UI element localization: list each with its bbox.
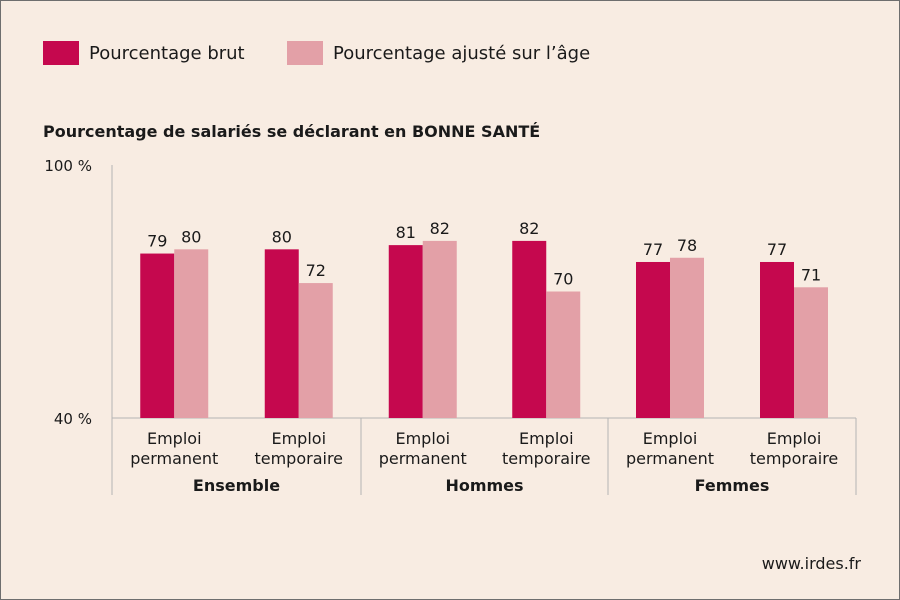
data-label: 77 [767, 240, 787, 259]
category-label: permanent [626, 449, 714, 468]
category-label: Emploi [395, 429, 450, 448]
bar-raw [760, 261, 794, 418]
legend-swatch-raw [43, 41, 79, 65]
category-label: Emploi [643, 429, 698, 448]
bar-raw [388, 245, 423, 418]
category-label: temporaire [750, 449, 839, 468]
category-label: Emploi [271, 429, 326, 448]
bar-raw [512, 240, 547, 418]
bar-adjusted [794, 287, 828, 418]
bar-adjusted [174, 249, 209, 418]
category-label: temporaire [254, 449, 343, 468]
y-tick-label: 40 % [54, 410, 92, 428]
legend-item-adjusted: Pourcentage ajusté sur l’âge [287, 41, 590, 65]
data-label: 81 [396, 223, 416, 242]
category-label: Emploi [767, 429, 822, 448]
data-label: 82 [519, 219, 539, 238]
category-label: temporaire [502, 449, 591, 468]
bar-raw [636, 261, 670, 418]
source-credit: www.irdes.fr [761, 554, 861, 573]
category-label: Emploi [147, 429, 202, 448]
bar-raw [140, 253, 175, 418]
group-label: Hommes [445, 476, 523, 495]
data-label: 70 [553, 270, 573, 289]
chart-title: Pourcentage de salariés se déclarant en … [43, 122, 541, 141]
data-label: 79 [147, 232, 167, 251]
category-label: permanent [379, 449, 467, 468]
bar-adjusted [422, 240, 457, 418]
bar-adjusted [298, 283, 333, 418]
bar-adjusted [546, 291, 581, 418]
data-label: 80 [272, 227, 292, 246]
bar-raw [264, 249, 299, 418]
data-label: 72 [306, 261, 326, 280]
data-label: 77 [643, 240, 663, 259]
data-label: 80 [181, 227, 201, 246]
legend-label-raw: Pourcentage brut [89, 42, 245, 64]
legend-label-adjusted: Pourcentage ajusté sur l’âge [333, 42, 591, 64]
category-label: permanent [130, 449, 218, 468]
group-label: Femmes [695, 476, 770, 495]
category-label: Emploi [519, 429, 574, 448]
data-label: 71 [801, 265, 821, 284]
group-label: Ensemble [193, 476, 280, 495]
y-tick-label: 100 % [44, 157, 92, 175]
bar-adjusted [670, 257, 704, 418]
legend-swatch-adjusted [287, 41, 323, 65]
data-label: 82 [430, 219, 450, 238]
legend-item-raw: Pourcentage brut [43, 41, 245, 65]
data-label: 78 [677, 236, 697, 255]
